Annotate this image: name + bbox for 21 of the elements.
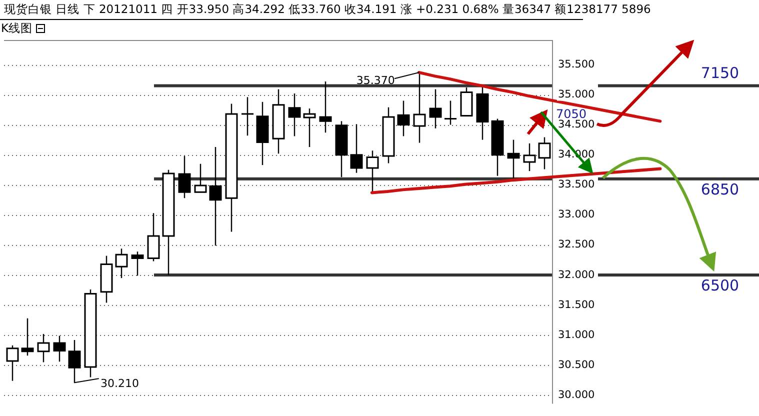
text: 7150 xyxy=(700,64,740,82)
candlestick xyxy=(444,100,458,126)
text: 6850 xyxy=(700,180,740,198)
y-tick-label: 31.000 xyxy=(558,328,595,341)
y-tick-label: 35.500 xyxy=(558,58,595,70)
y-tick-label: 33.000 xyxy=(558,208,595,221)
chart-subtitle: K线图 xyxy=(1,21,33,36)
y-tick-label: 32.000 xyxy=(558,268,595,281)
annotation: 35.370 xyxy=(356,74,395,87)
y-tick-label: 34.500 xyxy=(558,118,595,130)
y-tick-label: 30.000 xyxy=(558,389,595,402)
y-tick-label: 32.500 xyxy=(558,238,595,251)
annotation: 30.210 xyxy=(100,377,139,390)
y-tick-label: 33.500 xyxy=(558,178,595,191)
chart-title: 现货白银 日线 下 20121011 四 开33.950 高34.292 低33.760 收34.191 涨 +0.231 0.68% 量36347 额1238177 5896 xyxy=(4,2,651,17)
y-tick-label: 30.500 xyxy=(558,358,595,371)
y-tick-label: 35.000 xyxy=(558,88,595,100)
candlestick xyxy=(240,96,254,136)
text: 7050 xyxy=(556,106,587,121)
text: 6500 xyxy=(700,276,740,294)
y-tick-label: 31.500 xyxy=(558,298,595,311)
